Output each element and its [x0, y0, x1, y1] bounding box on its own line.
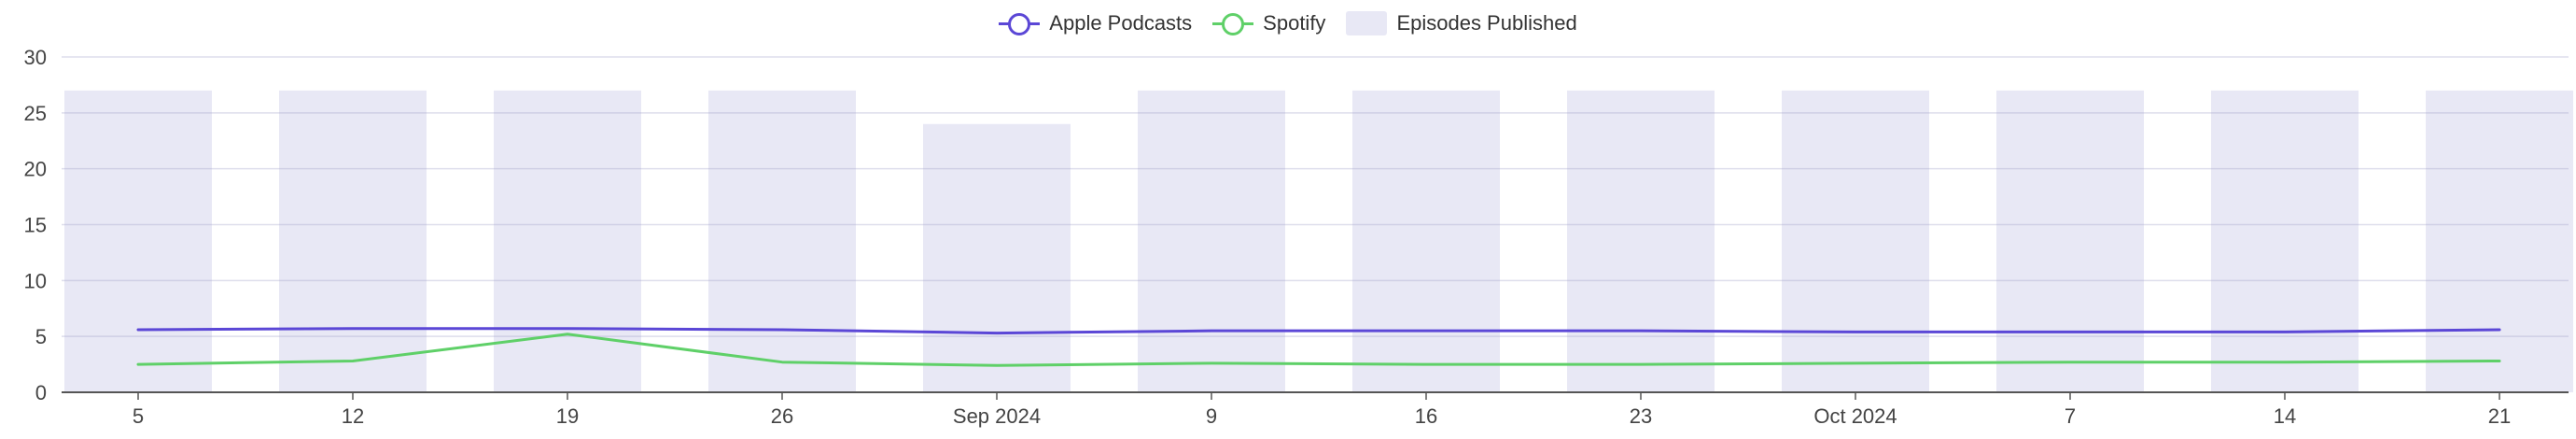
bar-episodes-published-2: [494, 90, 641, 393]
y-tick-label-5: 25: [24, 102, 47, 125]
x-tick-label-7: 23: [1630, 404, 1652, 428]
x-tick-label-4: Sep 2024: [953, 404, 1041, 428]
x-tick-label-2: 19: [556, 404, 579, 428]
bar-episodes-published-4: [923, 123, 1071, 393]
y-tick-label-3: 15: [24, 214, 47, 237]
bar-episodes-published-9: [1996, 90, 2144, 393]
legend-item-apple-podcasts[interactable]: Apple Podcasts: [999, 11, 1192, 35]
x-tick-label-11: 21: [2488, 404, 2511, 428]
y-tick-label-6: 30: [24, 46, 47, 69]
legend-swatch-spotify: [1212, 12, 1254, 35]
y-tick-label-0: 0: [35, 381, 47, 404]
x-tick-label-6: 16: [1415, 404, 1437, 428]
bar-episodes-published-8: [1782, 90, 1929, 393]
legend-swatch-marker: [1222, 13, 1245, 35]
legend-label-episodes-published: Episodes Published: [1396, 11, 1577, 35]
legend-item-episodes-published[interactable]: Episodes Published: [1346, 11, 1577, 35]
legend-item-spotify[interactable]: Spotify: [1212, 11, 1325, 35]
x-tick-label-8: Oct 2024: [1813, 404, 1897, 428]
bar-episodes-published-7: [1567, 90, 1715, 393]
bar-episodes-published-0: [64, 90, 212, 393]
bar-episodes-published-11: [2426, 90, 2573, 393]
bar-episodes-published-10: [2211, 90, 2359, 393]
series-line-spotify: [136, 333, 2501, 367]
legend-label-spotify: Spotify: [1263, 11, 1326, 35]
legend: Apple Podcasts Spotify Episodes Publishe…: [0, 11, 2576, 35]
bar-episodes-published-6: [1352, 90, 1500, 393]
x-tick-label-5: 9: [1206, 404, 1217, 428]
series-line-apple-podcasts: [136, 327, 2501, 335]
bar-episodes-published-5: [1138, 90, 1285, 393]
legend-swatch-marker: [1008, 13, 1031, 35]
legend-swatch-episodes-published: [1346, 11, 1388, 35]
x-tick-label-3: 26: [771, 404, 793, 428]
y-tick-label-2: 10: [24, 269, 47, 292]
x-tick-label-1: 12: [342, 404, 364, 428]
bar-episodes-published-1: [279, 90, 427, 393]
x-tick-label-10: 14: [2274, 404, 2296, 428]
x-tick-label-0: 5: [133, 404, 144, 428]
bar-episodes-published-3: [708, 90, 856, 393]
x-tick-label-9: 7: [2065, 404, 2076, 428]
legend-label-apple-podcasts: Apple Podcasts: [1049, 11, 1193, 35]
y-tick-label-4: 20: [24, 158, 47, 181]
y-tick-label-1: 5: [35, 325, 47, 348]
legend-swatch-apple-podcasts: [999, 12, 1041, 35]
